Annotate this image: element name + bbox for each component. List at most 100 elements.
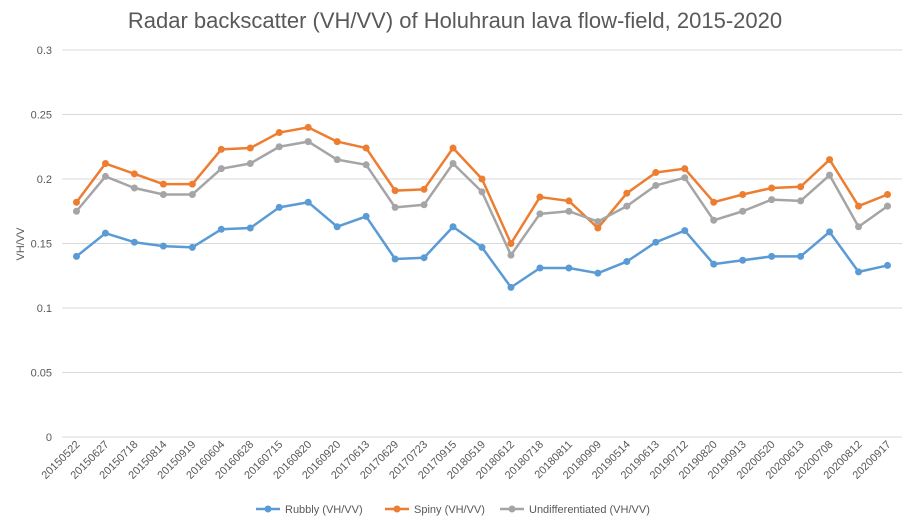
data-point [159,190,167,198]
data-point [478,175,486,183]
data-point [275,143,283,151]
data-point [130,170,138,178]
legend-swatch-marker [264,505,272,513]
data-point [594,218,602,226]
data-point [710,198,718,206]
legend-item: Undifferentiated (VH/VV) [500,504,650,516]
data-point [507,251,515,259]
data-point [797,197,805,205]
data-point [333,138,341,146]
data-point [797,183,805,191]
data-point [217,145,225,153]
data-point [826,156,834,164]
data-point [768,184,776,192]
legend-swatch-marker [508,505,516,513]
data-point [304,198,312,206]
legend-label: Spiny (VH/VV) [414,504,485,516]
data-point [594,269,602,277]
data-point [130,184,138,192]
data-point [275,129,283,137]
data-point [623,202,631,210]
data-point [159,180,167,188]
data-point [420,254,428,262]
data-point [159,242,167,250]
data-point [333,156,341,164]
data-point [246,160,254,168]
data-point [565,264,573,272]
data-point [188,243,196,251]
data-point [652,169,660,177]
x-axis-ticks: 2015052220150627201507182015081420150919… [40,439,894,482]
data-point [855,268,863,276]
data-point [536,264,544,272]
data-point [101,160,109,168]
y-tick-label: 0.25 [31,110,52,122]
data-point [739,256,747,264]
legend-label: Rubbly (VH/VV) [285,504,363,516]
series-2 [72,138,892,259]
gridlines [62,49,902,438]
data-point [768,252,776,260]
data-point [623,258,631,266]
data-point [768,196,776,204]
data-point [275,203,283,211]
data-point [101,172,109,180]
data-point [362,161,370,169]
series-line [75,140,889,257]
data-point [420,201,428,209]
data-point [72,198,80,206]
legend-item: Spiny (VH/VV) [385,504,485,516]
data-point [739,190,747,198]
y-tick-label: 0 [46,432,52,444]
data-point [826,171,834,179]
data-point [855,223,863,231]
series-0 [72,198,892,291]
data-point [246,224,254,232]
data-point [536,193,544,201]
data-point [884,202,892,210]
data-point [449,223,457,231]
data-point [391,203,399,211]
y-axis-label: VH/VV [15,227,27,261]
y-tick-label: 0.15 [31,239,52,251]
data-point [507,283,515,291]
series-line [75,126,888,245]
data-point [362,144,370,152]
legend-swatch-marker [393,505,401,513]
data-point [565,207,573,215]
series-1 [72,123,892,247]
y-tick-label: 0.05 [31,368,52,380]
legend-label: Undifferentiated (VH/VV) [529,504,650,516]
data-point [710,216,718,224]
legend: Rubbly (VH/VV) Spiny (VH/VV) Undifferentia… [256,504,650,516]
chart-title: Radar backscatter (VH/VV) of Holuhraun l… [128,8,782,33]
data-point [304,123,312,131]
data-point [478,188,486,196]
data-point [652,238,660,246]
data-point [217,225,225,233]
data-point [681,174,689,182]
data-point [449,160,457,168]
data-point [565,197,573,205]
data-point [420,185,428,193]
data-point [681,227,689,235]
y-tick-label: 0.3 [37,45,52,57]
data-point [826,228,834,236]
y-tick-label: 0.2 [37,174,52,186]
data-point [739,207,747,215]
data-point [188,180,196,188]
data-point [72,252,80,260]
data-point [391,255,399,263]
data-point [246,144,254,152]
data-point [681,165,689,173]
data-point [449,144,457,152]
data-point [710,260,718,268]
data-point [333,223,341,231]
data-point [536,210,544,218]
data-point [72,207,80,215]
data-point [391,187,399,195]
data-point [594,224,602,232]
data-point [855,202,863,210]
